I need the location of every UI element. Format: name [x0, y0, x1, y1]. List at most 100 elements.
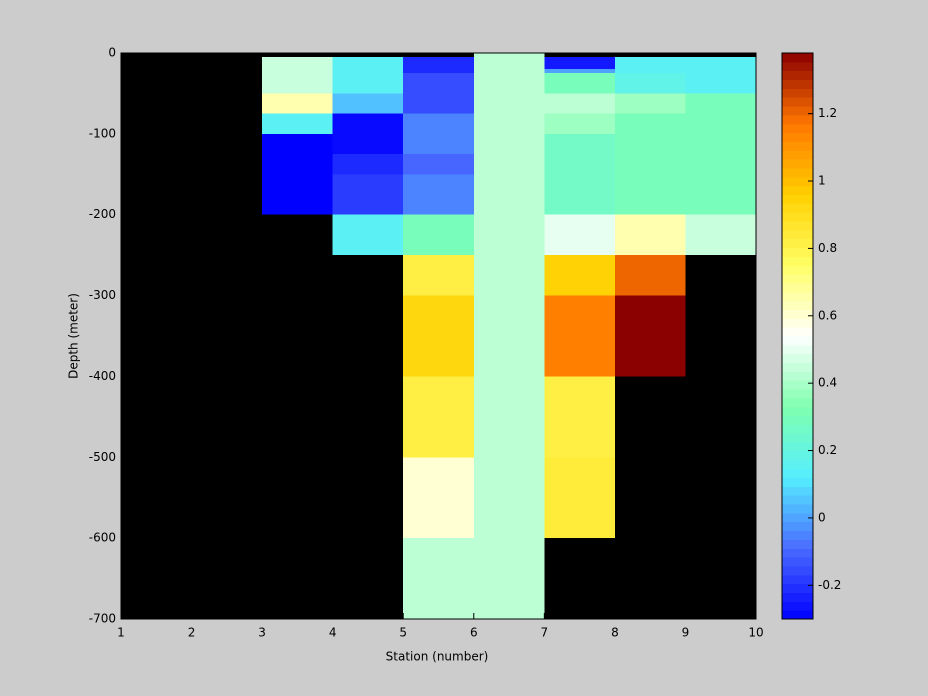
- colorbar-swatch: [782, 397, 813, 408]
- heatmap-cell: [332, 113, 404, 155]
- heatmap-cell: [544, 255, 615, 296]
- colorbar-swatch: [782, 309, 813, 319]
- colorbar-swatch: [782, 256, 813, 266]
- heatmap-cell: [614, 113, 686, 215]
- y-tick-label: -700: [89, 612, 116, 626]
- heatmap-cell: [614, 93, 686, 114]
- colorbar-swatch: [782, 610, 813, 620]
- colorbar-swatch: [782, 97, 813, 107]
- colorbar-swatch: [782, 247, 813, 257]
- heatmap-cell: [262, 113, 333, 134]
- heatmap-cell: [262, 133, 333, 155]
- colorbar-swatch: [782, 353, 813, 364]
- colorbar-swatch: [782, 512, 813, 523]
- heatmap-cell: [544, 295, 615, 377]
- heatmap-cell: [403, 154, 474, 175]
- colorbar-swatch: [782, 344, 813, 355]
- heatmap-cell: [262, 154, 333, 215]
- colorbar-swatch: [782, 521, 813, 532]
- colorbar-swatch: [782, 79, 813, 89]
- colorbar-swatch: [782, 61, 813, 72]
- colorbar-tick-label: 0.6: [818, 308, 837, 322]
- colorbar-swatch: [782, 362, 813, 372]
- colorbar-tick-label: 0.2: [818, 443, 837, 457]
- colorbar-swatch: [782, 176, 813, 187]
- heatmap-cell: [262, 93, 333, 114]
- colorbar-swatch: [782, 327, 813, 337]
- colorbar-swatch: [782, 229, 813, 240]
- colorbar-swatch: [782, 282, 813, 293]
- colorbar-swatch: [782, 336, 813, 346]
- colorbar: -0.2 0 0.2 0.4 0.6 0.8 1 1.2: [781, 52, 841, 620]
- heatmap-cell: [473, 53, 545, 619]
- heatmap-cell: [262, 57, 333, 94]
- heatmap-cell: [614, 73, 686, 94]
- x-tick-label: 3: [258, 626, 266, 640]
- y-tick-label: -200: [89, 207, 116, 221]
- heatmap-cell: [332, 214, 404, 256]
- colorbar-swatch: [782, 539, 813, 549]
- heatmap-cell: [544, 93, 615, 114]
- heatmap-cell: [403, 73, 474, 114]
- colorbar-swatch: [782, 70, 813, 81]
- colorbar-tick-label: -0.2: [818, 578, 841, 592]
- colorbar-swatch: [782, 212, 813, 222]
- colorbar-swatch: [782, 53, 813, 63]
- colorbar-swatch: [782, 185, 813, 195]
- heatmap-cell: [403, 57, 474, 74]
- colorbar-swatch: [782, 592, 813, 602]
- y-tick-label: -100: [89, 126, 116, 140]
- colorbar-swatch: [782, 318, 813, 328]
- heatmap-cell: [403, 214, 474, 256]
- colorbar-swatch: [782, 203, 813, 213]
- heatmap-cell: [685, 93, 756, 215]
- colorbar-swatch: [782, 371, 813, 381]
- colorbar-swatch: [782, 583, 813, 593]
- colorbar-swatch: [782, 406, 813, 417]
- colorbar-swatch: [782, 601, 813, 611]
- y-tick-label: -600: [89, 531, 116, 545]
- colorbar-swatch: [782, 291, 813, 302]
- colorbar-swatch: [782, 504, 813, 514]
- colorbar-swatch: [782, 238, 813, 249]
- x-tick-label: 6: [470, 626, 478, 640]
- colorbar-swatch: [782, 424, 813, 434]
- colorbar-swatch: [782, 557, 813, 567]
- heatmap-cell: [403, 174, 474, 215]
- heatmap-cell: [614, 57, 686, 74]
- colorbar-swatch: [782, 274, 813, 284]
- colorbar-swatch: [782, 477, 813, 487]
- colorbar-swatch: [782, 574, 813, 585]
- colorbar-swatch: [782, 194, 813, 204]
- colorbar-tick-label: 0.4: [818, 376, 837, 390]
- colorbar-swatch: [782, 123, 813, 134]
- heatmap-cell: [614, 255, 686, 296]
- colorbar-swatch: [782, 486, 813, 496]
- heatmap-cell: [332, 57, 404, 94]
- colorbar-swatch: [782, 565, 813, 576]
- colorbar-frame: [781, 52, 814, 620]
- x-tick-label: 1: [117, 626, 125, 640]
- colorbar-swatch: [782, 106, 813, 116]
- x-tick-label: 4: [329, 626, 337, 640]
- heatmap-cell: [544, 457, 615, 539]
- y-axis-label: Depth (meter): [67, 293, 81, 379]
- heatmap-cell: [403, 457, 474, 539]
- colorbar-swatch: [782, 167, 813, 178]
- heatmap-cell: [544, 69, 615, 74]
- colorbar-swatch: [782, 221, 813, 231]
- colorbar-swatch: [782, 548, 813, 558]
- x-axis-label: Station (number): [386, 650, 489, 664]
- colorbar-swatch: [782, 141, 813, 151]
- colorbar-swatch: [782, 114, 813, 125]
- heatmap-cell: [544, 133, 615, 215]
- y-tick-label: -500: [89, 450, 116, 464]
- colorbar-swatch: [782, 389, 813, 399]
- y-tick-label: 0: [108, 46, 116, 60]
- heatmap-cell: [332, 174, 404, 215]
- colorbar-swatch: [782, 150, 813, 160]
- heatmap-cell: [403, 255, 474, 296]
- heatmap-cell: [544, 73, 615, 94]
- colorbar-swatch: [782, 88, 813, 98]
